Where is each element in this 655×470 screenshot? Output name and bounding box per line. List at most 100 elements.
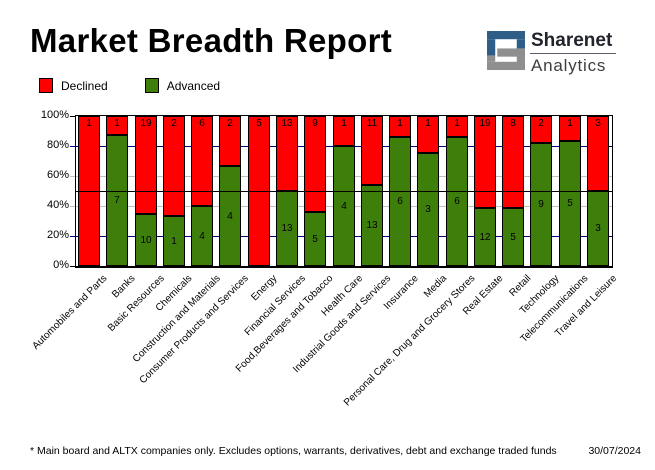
y-axis-tick-mark <box>70 236 75 237</box>
declined-segment: 1 <box>446 116 468 137</box>
declined-segment: 1 <box>333 116 355 146</box>
declined-count: 19 <box>479 118 491 129</box>
advanced-segment: 6 <box>389 137 411 266</box>
advanced-segment: 4 <box>219 166 241 266</box>
declined-segment: 1 <box>389 116 411 137</box>
y-axis-tick-label: 80% <box>46 139 69 151</box>
y-axis-tick-mark <box>70 266 75 267</box>
advanced-count: 3 <box>425 204 431 215</box>
advanced-count: 9 <box>538 199 544 210</box>
legend-item-declined: Declined <box>39 78 108 93</box>
bar-financial-services: 13 13 <box>276 116 298 266</box>
x-axis-label: Banks <box>110 273 138 301</box>
y-axis-tick-label: 60% <box>46 169 69 181</box>
brand-subtitle: Analytics <box>531 55 607 75</box>
footnote: * Main board and ALTX companies only. Ex… <box>30 445 557 457</box>
advanced-swatch-icon <box>144 78 159 93</box>
declined-count: 1 <box>454 118 460 129</box>
sharenet-brand: Sharenet Analytics <box>530 31 616 76</box>
advanced-segment: 5 <box>559 141 581 266</box>
declined-count: 1 <box>397 118 403 129</box>
advanced-count: 4 <box>341 200 347 212</box>
declined-segment: 9 <box>304 116 326 212</box>
y-axis-tick-label: 20% <box>46 229 69 241</box>
y-axis-tick-label: 40% <box>46 199 69 211</box>
advanced-segment: 4 <box>191 206 213 266</box>
legend-item-advanced: Advanced <box>144 78 221 93</box>
advanced-count: 1 <box>171 235 177 247</box>
legend-label-declined: Declined <box>61 78 108 93</box>
stacked-bar-chart: 100% 80% 60% 40% 20% 0% 1 Automobiles and Parts… <box>31 109 619 409</box>
advanced-segment: 3 <box>587 191 609 266</box>
advanced-segment: 12 <box>474 208 496 266</box>
advanced-count: 3 <box>595 223 601 234</box>
advanced-count: 5 <box>567 198 573 209</box>
advanced-count: 13 <box>281 223 293 234</box>
declined-segment: 1 <box>417 116 439 153</box>
declined-count: 13 <box>281 118 293 129</box>
declined-count: 5 <box>256 118 262 129</box>
advanced-count: 4 <box>199 230 205 242</box>
brand-name: Sharenet <box>530 31 616 54</box>
advanced-segment: 5 <box>502 208 524 266</box>
advanced-segment: 1 <box>163 216 185 266</box>
declined-count: 1 <box>567 118 573 129</box>
declined-segment: 2 <box>530 116 552 143</box>
advanced-count: 6 <box>397 196 403 207</box>
x-axis-label: Automobiles and Parts <box>30 273 110 352</box>
advanced-count: 5 <box>312 233 318 245</box>
sharenet-logo-icon <box>487 31 525 70</box>
y-axis-tick-mark <box>70 116 75 117</box>
advanced-count: 5 <box>510 231 516 243</box>
declined-segment: 11 <box>361 116 383 185</box>
advanced-segment: 3 <box>417 153 439 266</box>
declined-count: 9 <box>312 118 318 129</box>
advanced-count: 4 <box>227 210 233 222</box>
declined-segment: 3 <box>587 116 609 191</box>
x-axis-label: Personal Care, Drug and Grocery Stores <box>342 273 478 409</box>
declined-count: 1 <box>114 118 120 129</box>
advanced-segment: 13 <box>361 185 383 266</box>
y-axis-tick-mark <box>70 206 75 207</box>
advanced-segment: 13 <box>276 191 298 266</box>
advanced-count: 10 <box>140 234 152 246</box>
advanced-segment: 6 <box>446 137 468 266</box>
report-footer: * Main board and ALTX companies only. Ex… <box>30 445 641 457</box>
declined-count: 1 <box>425 118 431 129</box>
bar-real-estate: 19 12 <box>474 116 496 266</box>
advanced-segment: 10 <box>135 214 157 266</box>
declined-count: 19 <box>140 118 152 129</box>
declined-count: 1 <box>341 118 347 129</box>
advanced-count: 13 <box>366 220 378 231</box>
declined-swatch-icon <box>39 78 53 93</box>
declined-count: 8 <box>510 118 516 129</box>
y-axis-tick-label: 0% <box>53 259 69 271</box>
chart-legend: Declined Advanced <box>39 78 220 93</box>
advanced-count: 7 <box>114 195 120 206</box>
declined-count: 11 <box>366 118 378 129</box>
declined-segment: 1 <box>106 116 128 135</box>
advanced-segment: 9 <box>530 143 552 266</box>
declined-segment: 6 <box>191 116 213 206</box>
declined-count: 2 <box>171 118 177 129</box>
advanced-segment: 5 <box>304 212 326 266</box>
y-axis-tick-label: 100% <box>40 109 69 121</box>
y-axis-tick-mark <box>70 176 75 177</box>
legend-label-advanced: Advanced <box>166 78 221 93</box>
advanced-segment: 7 <box>106 135 128 266</box>
declined-segment: 2 <box>219 116 241 166</box>
report-date: 30/07/2024 <box>588 445 641 457</box>
fifty-percent-line <box>76 191 612 192</box>
advanced-count: 12 <box>479 231 491 243</box>
bar-industrial-goods-and-services: 11 13 <box>361 116 383 266</box>
declined-segment: 19 <box>135 116 157 214</box>
